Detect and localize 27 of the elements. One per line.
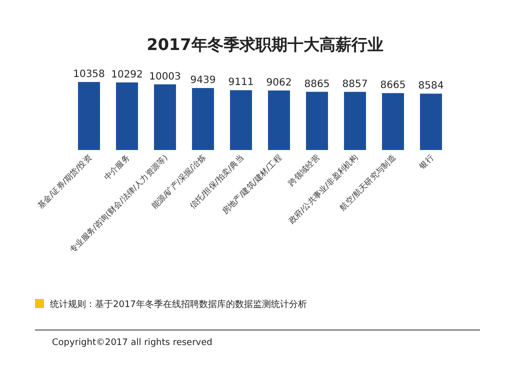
- x-tick-label: 基金/证券/期货/投资: [36, 153, 94, 210]
- data-label: 9439: [190, 75, 216, 86]
- data-label: 8865: [304, 78, 330, 90]
- data-label: 10003: [149, 71, 181, 82]
- data-label: 8665: [380, 80, 406, 92]
- data-label: 9111: [228, 77, 254, 88]
- x-tick-label: 跨领域经营: [286, 153, 322, 188]
- data-label: 10292: [111, 69, 143, 80]
- bar: [192, 88, 214, 150]
- bar: [116, 82, 138, 150]
- data-label: 10358: [73, 69, 105, 80]
- text: 统计规则：基于2017年冬季在线招聘数据库的数据监测统计分析: [50, 299, 307, 310]
- bar: [420, 94, 442, 150]
- bar: [154, 84, 176, 150]
- bar: [344, 92, 366, 150]
- chart-title: 2017年冬季求职期十大高薪行业: [146, 35, 384, 54]
- bar: [382, 93, 404, 150]
- x-tick-label: 中介服务: [102, 153, 132, 182]
- x-tick-label: 银行: [417, 153, 436, 172]
- data-label: 9062: [266, 78, 292, 89]
- bar: [78, 82, 100, 150]
- bar: [268, 90, 290, 150]
- data-label: 8857: [342, 78, 368, 90]
- bar: [306, 92, 328, 150]
- data-label: 8584: [418, 80, 444, 92]
- text: Copyright©2017 all rights reserved: [52, 338, 212, 348]
- bar: [230, 90, 252, 150]
